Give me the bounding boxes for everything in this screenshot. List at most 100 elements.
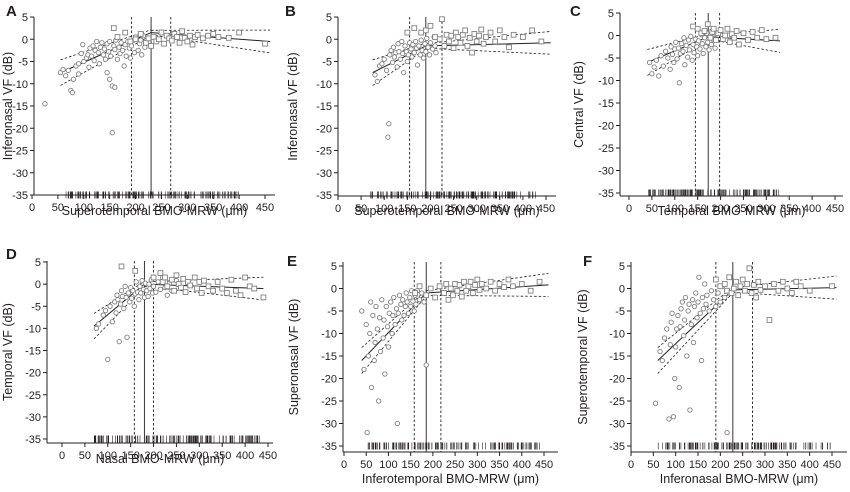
data-point-square (744, 281, 750, 287)
panel-e: E 50-5-10-15-20-25-30-350 50 100 150 200 250 30… (287, 253, 558, 486)
data-point-square (721, 281, 728, 287)
x-tick-label: 200 (126, 202, 144, 214)
y-tick-label: -10 (25, 323, 41, 335)
data-point-circle (127, 55, 134, 61)
data-point-circle (108, 53, 114, 59)
data-point-square (201, 277, 207, 284)
data-point-circle (381, 56, 387, 62)
data-point-circle (695, 53, 701, 59)
data-point-circle (107, 38, 113, 45)
data-point-square (750, 282, 757, 288)
data-point-circle (407, 294, 413, 301)
data-point-circle (131, 303, 137, 309)
x-tick-label: 0 (29, 202, 35, 214)
data-point-circle (147, 285, 153, 292)
data-point-circle (670, 414, 677, 420)
data-point-circle (426, 52, 433, 58)
data-point-circle (674, 56, 680, 62)
x-tick-label: 50 (79, 450, 91, 462)
y-tick-label: -30 (25, 412, 41, 424)
x-tick-label: 350 (778, 459, 796, 471)
data-point-square (742, 287, 748, 294)
data-point-square (436, 283, 443, 290)
data-point-circle (88, 53, 95, 59)
data-point-square (432, 34, 438, 40)
data-point-square (145, 35, 152, 42)
x-tick-label: 250 (152, 202, 170, 214)
x-tick-label: 200 (424, 459, 442, 471)
data-point-square (730, 285, 737, 292)
data-point-square (262, 40, 268, 47)
data-point-square (215, 34, 222, 40)
data-point-square (164, 283, 171, 290)
data-point-square (404, 29, 411, 36)
data-point-circle (681, 333, 687, 339)
data-point-circle (664, 326, 670, 332)
data-point-square (412, 290, 418, 296)
y-tick-label: -15 (25, 346, 41, 358)
data-point-circle (688, 321, 694, 328)
data-point-circle (382, 371, 388, 377)
data-point-square (214, 279, 221, 285)
data-point-circle (78, 50, 84, 57)
data-point-circle (117, 301, 124, 307)
data-point-square (427, 285, 434, 292)
data-point-square (745, 37, 751, 43)
data-point-square (439, 16, 445, 23)
data-point-circle (398, 301, 404, 307)
x-tick-label: 100 (666, 459, 684, 471)
fit-line-right (144, 283, 264, 290)
x-axis-title: Superotemporal BMO-MRW (μm) (354, 204, 539, 218)
data-point-circle (377, 348, 384, 355)
data-point-square (469, 49, 475, 56)
data-point-square (506, 44, 512, 51)
data-point-circle (379, 61, 385, 67)
data-point-square (171, 287, 178, 294)
data-point-circle (136, 296, 142, 303)
data-point-square (441, 43, 448, 49)
data-point-circle (669, 51, 676, 58)
data-point-circle (96, 61, 102, 67)
data-point-square (480, 40, 487, 47)
x-tick-label: 50 (355, 203, 367, 215)
data-point-circle (706, 308, 712, 314)
data-point-circle (646, 59, 653, 66)
x-tick-label: 400 (513, 459, 531, 471)
data-point-square (766, 317, 773, 323)
fit-line-right (708, 36, 781, 42)
x-tick-label: 150 (688, 203, 706, 215)
confidence-band (361, 289, 427, 348)
x-tick-label: 250 (167, 450, 185, 462)
data-point-circle (684, 353, 690, 359)
data-point-circle (112, 84, 118, 90)
data-point-square (118, 263, 125, 270)
data-point-circle (700, 50, 706, 57)
data-point-circle (42, 101, 48, 107)
data-point-circle (427, 40, 434, 46)
data-point-circle (657, 348, 663, 355)
data-point-square (722, 32, 728, 39)
data-point-circle (682, 62, 688, 68)
data-point-circle (105, 356, 111, 362)
data-point-circle (118, 288, 125, 294)
x-tick-label: 0 (341, 459, 347, 471)
data-point-circle (397, 56, 404, 62)
data-point-circle (102, 308, 109, 314)
x-axis-title: Superotemporal BMO-MRW (μm) (62, 204, 247, 218)
data-point-circle (391, 54, 398, 60)
data-point-square (740, 30, 747, 37)
data-point-circle (685, 37, 692, 43)
data-point-circle (408, 303, 414, 310)
data-point-square (169, 276, 175, 283)
data-point-circle (703, 44, 709, 50)
x-tick-label: 50 (647, 459, 659, 471)
data-point-circle (119, 47, 126, 54)
data-point-circle (399, 38, 405, 45)
data-point-square (476, 287, 483, 293)
x-tick-label: 50 (646, 203, 658, 215)
data-point-circle (372, 339, 378, 346)
data-point-circle (700, 306, 707, 312)
data-point-square (168, 37, 175, 44)
data-point-square (446, 38, 452, 45)
data-point-circle (124, 334, 130, 340)
